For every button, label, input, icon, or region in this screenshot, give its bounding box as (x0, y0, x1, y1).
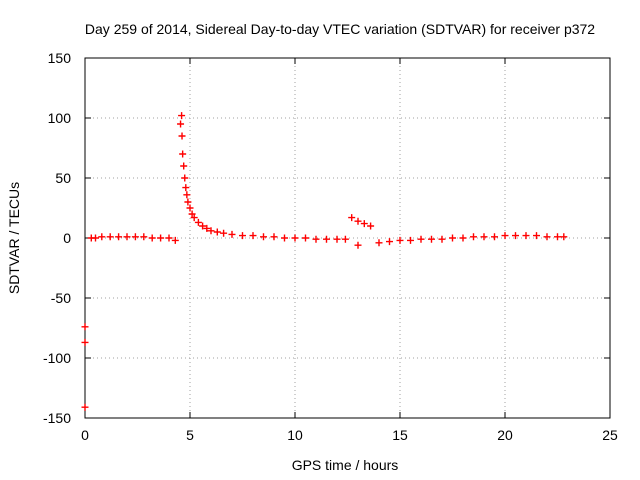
data-point (480, 233, 488, 241)
data-point (123, 233, 131, 241)
data-point (165, 234, 173, 242)
data-point (428, 235, 435, 243)
data-point (438, 235, 446, 243)
data-point (560, 233, 568, 241)
data-point (470, 233, 477, 241)
x-tick-label: 10 (287, 427, 303, 443)
data-point (106, 233, 114, 241)
x-tick-label: 0 (81, 427, 89, 443)
data-point (501, 232, 509, 240)
data-point (190, 214, 198, 222)
data-point (199, 222, 207, 230)
data-point (522, 232, 530, 240)
data-point (312, 235, 320, 243)
data-point (228, 230, 236, 238)
data-point (270, 233, 278, 241)
y-tick-label: 0 (63, 230, 71, 246)
axis-ticks (84, 57, 611, 419)
y-axis-tick-labels: -150 -100 -50 0 50 100 150 (43, 50, 71, 426)
data-point (291, 234, 299, 242)
data-point (348, 214, 356, 222)
data-point (491, 233, 498, 241)
data-point (417, 235, 425, 243)
data-point (239, 232, 246, 240)
y-tick-label: 50 (55, 170, 71, 186)
data-point (183, 191, 191, 199)
data-point (396, 236, 404, 244)
chart-title: Day 259 of 2014, Sidereal Day-to-day VTE… (85, 21, 595, 37)
data-point (178, 112, 186, 120)
data-point (157, 234, 165, 242)
data-point (341, 235, 349, 243)
data-point (354, 241, 362, 249)
data-point (98, 233, 106, 241)
data-point (512, 232, 519, 240)
x-axis-label: GPS time / hours (292, 457, 399, 473)
data-point (323, 235, 330, 243)
y-tick-label: -100 (43, 350, 71, 366)
data-point (131, 233, 139, 241)
data-point (220, 229, 228, 237)
data-point (181, 174, 189, 182)
x-tick-label: 20 (497, 427, 513, 443)
data-point (188, 210, 196, 218)
data-point (302, 234, 309, 242)
y-tick-label: -150 (43, 410, 71, 426)
x-tick-label: 25 (602, 427, 618, 443)
data-point (533, 232, 540, 240)
data-point (184, 198, 192, 206)
data-point (186, 204, 194, 212)
data-point (449, 234, 456, 242)
data-point (367, 222, 375, 230)
data-point (213, 228, 221, 236)
data-point (182, 184, 190, 192)
data-point (81, 403, 89, 411)
data-point (81, 323, 89, 331)
data-point (386, 238, 393, 246)
data-point (140, 233, 148, 241)
data-point (360, 220, 368, 228)
data-point (375, 239, 383, 247)
data-point (281, 234, 288, 242)
data-point (171, 236, 179, 244)
data-point (459, 234, 467, 242)
y-axis-label: SDTVAR / TECUs (6, 182, 22, 294)
data-point (249, 232, 257, 240)
data-point (407, 236, 414, 244)
data-point (203, 224, 211, 232)
data-point (207, 227, 215, 235)
y-tick-label: -50 (51, 290, 71, 306)
data-point (333, 235, 341, 243)
x-tick-label: 15 (392, 427, 408, 443)
data-point (148, 234, 156, 242)
data-point (115, 233, 123, 241)
data-point (179, 150, 187, 158)
data-point (194, 218, 202, 226)
data-point (178, 132, 186, 140)
data-point (92, 234, 99, 242)
data-point (543, 233, 551, 241)
data-point (177, 120, 185, 128)
x-tick-label: 5 (186, 427, 194, 443)
y-tick-label: 150 (48, 50, 72, 66)
data-point (260, 233, 267, 241)
x-axis-tick-labels: 0 5 10 15 20 25 (81, 427, 618, 443)
data-point (354, 217, 362, 225)
data-point (554, 233, 561, 241)
y-tick-label: 100 (48, 110, 72, 126)
data-points (81, 112, 568, 411)
data-point (180, 162, 188, 170)
data-point (81, 338, 89, 346)
